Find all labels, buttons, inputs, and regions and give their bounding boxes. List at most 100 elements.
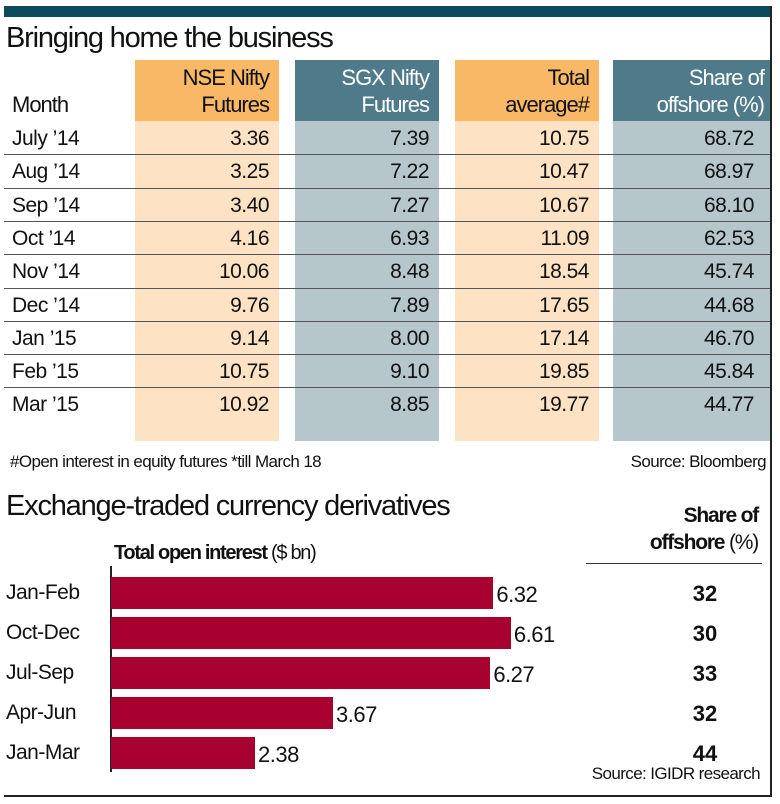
- header-sgx-line2: Futures: [361, 92, 430, 117]
- share-header: Share of offshore (%): [640, 502, 760, 556]
- cell-month: Dec ’14: [12, 293, 80, 317]
- row-separator: [4, 187, 770, 189]
- row-separator: [4, 287, 770, 289]
- cell-month: July ’14: [12, 127, 80, 150]
- category-label: Jan-Mar: [6, 741, 80, 764]
- cell-share: 44.68: [703, 293, 755, 317]
- header-nse: NSE Nifty Futures: [135, 60, 279, 121]
- cell-sgx: 8.85: [390, 393, 429, 417]
- bar-value-label: 3.67: [336, 702, 377, 727]
- cell-total: 10.47: [538, 160, 590, 184]
- row-separator: [4, 354, 770, 356]
- header-sgx-line1: SGX Nifty: [341, 65, 430, 90]
- cell-month: Sep ’14: [12, 193, 80, 217]
- header-nse-line2: Futures: [201, 92, 270, 117]
- share-header-rule: [586, 563, 762, 564]
- header-nse-line1: NSE Nifty: [182, 65, 270, 90]
- cell-month: Nov ’14: [12, 260, 80, 284]
- bar: [111, 697, 334, 729]
- cell-nse: 4.16: [230, 226, 269, 250]
- cell-total: 10.75: [538, 127, 590, 150]
- cell-share: 44.77: [703, 393, 755, 417]
- table-source: Source: Bloomberg: [630, 452, 767, 471]
- share-value: 44: [692, 741, 718, 766]
- bottom-border: [4, 795, 772, 797]
- share-value: 32: [692, 701, 718, 726]
- chart-title: Exchange-traded currency derivatives: [6, 490, 451, 522]
- bar-value-label: 6.32: [496, 582, 538, 607]
- header-total-line1: Total: [547, 65, 590, 90]
- header-sgx: SGX Nifty Futures: [295, 60, 439, 121]
- header-share-line1: Share of: [688, 65, 765, 90]
- cell-sgx: 7.39: [390, 127, 429, 150]
- cell-total: 10.67: [538, 193, 590, 217]
- table-title: Bringing home the business: [6, 22, 334, 54]
- top-accent-bar: [4, 6, 770, 17]
- cell-total: 19.77: [538, 393, 590, 417]
- cell-sgx: 7.27: [390, 193, 429, 217]
- axis-label-bold: Total open interest: [114, 542, 268, 564]
- bar: [111, 737, 255, 769]
- axis-label-unit: ($ bn): [271, 542, 317, 564]
- cell-month: Jan ’15: [12, 326, 77, 350]
- cell-nse: 3.40: [230, 193, 269, 217]
- cell-total: 17.14: [538, 326, 590, 350]
- category-label: Oct-Dec: [6, 621, 80, 644]
- header-total: Total average#: [455, 60, 599, 121]
- cell-share: 62.53: [703, 226, 755, 250]
- header-share-line2: offshore (%): [656, 92, 765, 117]
- cell-nse: 3.25: [230, 160, 269, 184]
- bar: [111, 657, 491, 689]
- header-month: Month: [12, 92, 69, 117]
- cell-total: 18.54: [538, 260, 590, 284]
- bar: [111, 617, 511, 649]
- row-separator: [4, 254, 770, 256]
- cell-share: 68.97: [703, 160, 755, 184]
- cell-total: 17.65: [538, 293, 590, 317]
- cell-share: 45.84: [703, 360, 755, 384]
- cell-sgx: 6.93: [390, 226, 429, 250]
- share-value: 30: [692, 621, 718, 646]
- cell-sgx: 8.00: [390, 326, 429, 350]
- cell-sgx: 8.48: [390, 260, 429, 284]
- cell-nse: 10.06: [218, 260, 270, 284]
- cell-sgx: 7.22: [390, 160, 429, 184]
- cell-share: 46.70: [703, 326, 755, 350]
- cell-month: Feb ’15: [12, 360, 79, 384]
- row-separator: [4, 154, 770, 156]
- cell-month: Aug ’14: [12, 160, 80, 184]
- bar-value-label: 6.61: [513, 622, 555, 647]
- cell-share: 45.74: [703, 260, 755, 284]
- cell-share: 68.72: [703, 127, 755, 150]
- share-value: 32: [692, 581, 718, 606]
- bar-value-label: 6.27: [493, 662, 535, 687]
- category-label: Apr-Jun: [6, 701, 77, 724]
- cell-month: Oct ’14: [12, 226, 76, 250]
- cell-nse: 10.75: [218, 360, 270, 384]
- category-label: Jul-Sep: [6, 661, 74, 684]
- chart-source: Source: IGIDR research: [591, 764, 761, 783]
- cell-total: 19.85: [538, 360, 590, 384]
- cell-nse: 9.76: [230, 293, 269, 317]
- cell-total: 11.09: [540, 226, 590, 250]
- row-separator: [4, 320, 770, 322]
- bar-value-label: 2.38: [257, 742, 299, 767]
- header-total-line2: average#: [505, 92, 590, 117]
- table-footnote: #Open interest in equity futures *till M…: [10, 452, 322, 471]
- category-label: Jan-Feb: [6, 581, 80, 604]
- cell-month: Mar ’15: [12, 393, 79, 417]
- cell-nse: 3.36: [230, 127, 269, 150]
- header-share: Share of offshore (%): [613, 60, 770, 121]
- cell-nse: 10.92: [218, 393, 270, 417]
- share-header-line2: offshore: [649, 531, 726, 554]
- share-header-unit: (%): [728, 531, 759, 554]
- cell-nse: 9.14: [230, 326, 269, 350]
- share-header-line1: Share of: [683, 504, 760, 527]
- right-border: [770, 6, 772, 796]
- cell-sgx: 7.89: [390, 293, 429, 317]
- row-separator: [4, 387, 770, 389]
- cell-share: 68.10: [703, 193, 755, 217]
- share-value: 33: [692, 661, 718, 686]
- row-separator: [4, 220, 770, 222]
- cell-sgx: 9.10: [390, 360, 429, 384]
